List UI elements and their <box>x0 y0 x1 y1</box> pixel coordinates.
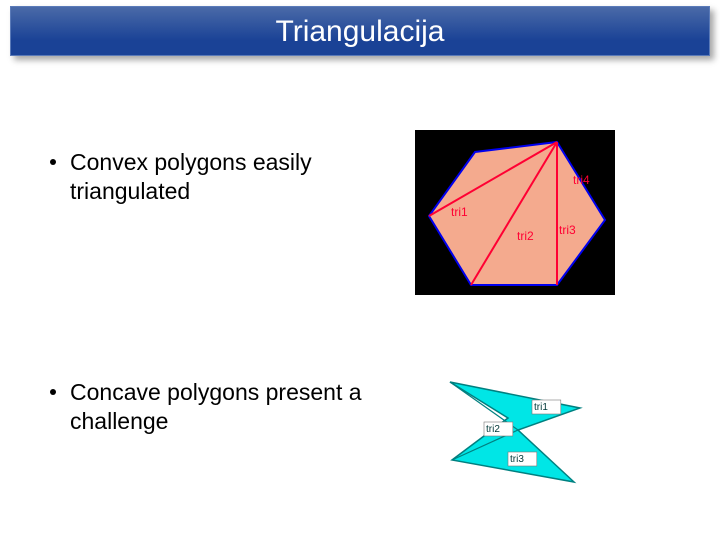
svg-text:tri3: tri3 <box>510 454 524 465</box>
bullet-dot-icon <box>50 389 56 395</box>
bullet-text: Convex polygons easily triangulated <box>70 148 380 206</box>
svg-text:tri3: tri3 <box>559 223 576 237</box>
svg-text:tri4: tri4 <box>573 173 590 187</box>
svg-text:tri2: tri2 <box>486 424 500 435</box>
svg-text:tri1: tri1 <box>451 205 468 219</box>
svg-text:tri2: tri2 <box>517 229 534 243</box>
bullet-dot-icon <box>50 159 56 165</box>
bullet-text: Concave polygons present a challenge <box>70 378 380 436</box>
figure-concave-polygon: tri1 tri2 tri3 <box>430 370 600 500</box>
svg-text:tri1: tri1 <box>534 402 548 413</box>
figure-convex-polygon: tri4 tri3 tri2 tri1 <box>415 130 615 300</box>
bullet-item: Convex polygons easily triangulated <box>50 148 380 206</box>
bullet-item: Concave polygons present a challenge <box>50 378 380 436</box>
slide-title-bar: Triangulacija <box>10 6 710 56</box>
slide-title: Triangulacija <box>276 15 445 48</box>
